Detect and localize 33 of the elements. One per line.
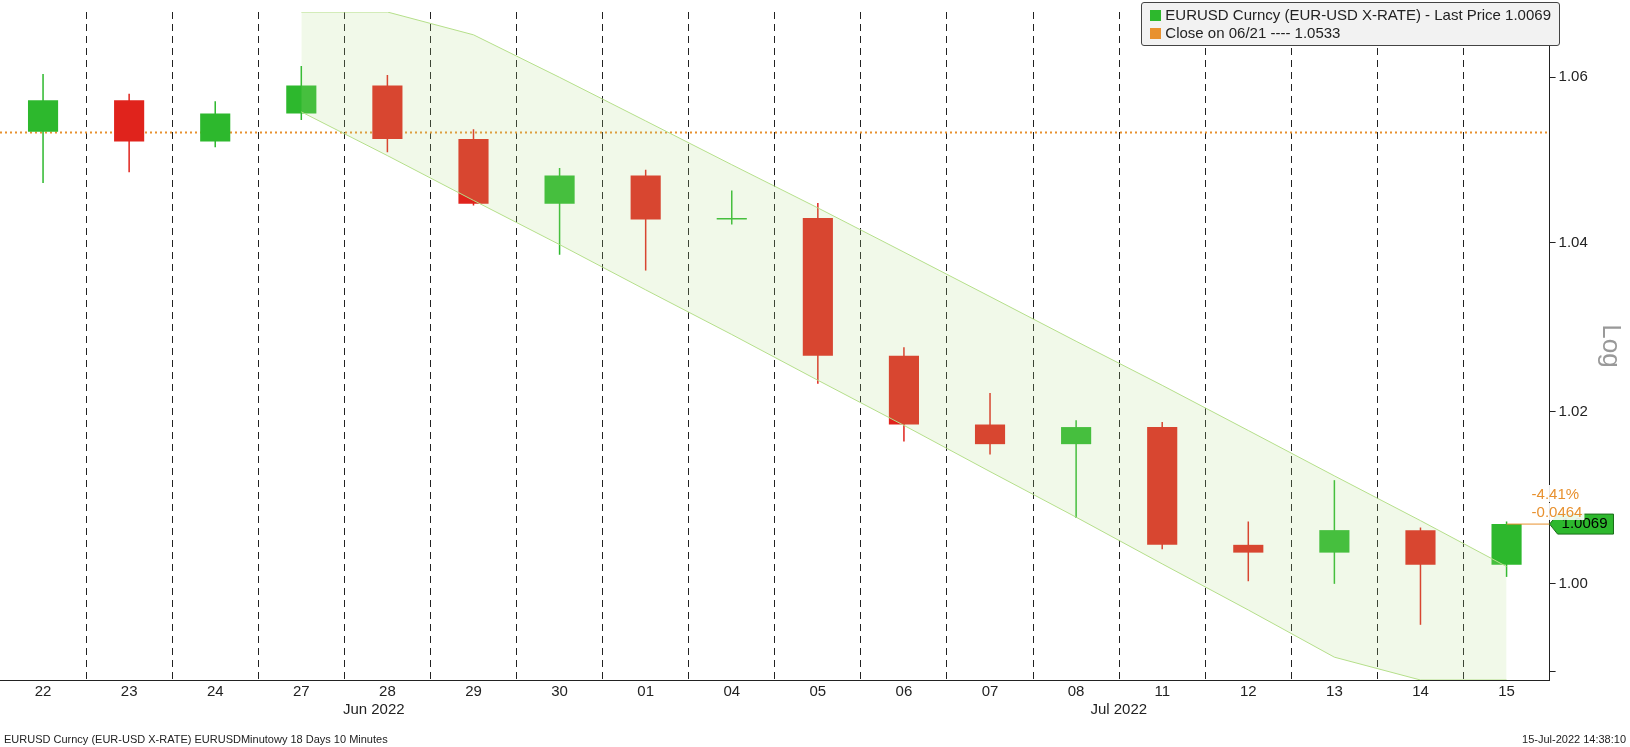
x-tick-label: 14 [1412,682,1429,700]
x-tick-label: 29 [465,682,482,700]
y-tick-label: 1.00 [1558,573,1588,591]
x-tick-label: 06 [895,682,913,700]
x-tick-label: 12 [1239,682,1257,700]
x-tick-label: 30 [551,682,568,700]
x-tick-label: 01 [637,682,655,700]
legend-label: Close on 06/21 ---- 1.0533 [1165,24,1341,42]
text: Jun 2022 [342,700,405,717]
x-tick-label: 08 [1067,682,1085,700]
text: EURUSD Curncy (EUR-USD X-RATE) EURUSDMinutowy 18 Days 10 Minutes [4,733,388,745]
x-tick-label: 11 [1154,682,1170,700]
x-tick-label: 15 [1498,682,1515,700]
y-axis-title: Log [1597,324,1628,368]
x-tick-label: 13 [1326,682,1343,700]
text: Jul 2022 [1090,700,1148,717]
y-tick-label: 1.02 [1558,401,1588,419]
y-tick-label: 1.04 [1558,233,1588,251]
candlestick [1233,520,1264,582]
legend-label: EURUSD Curncy (EUR-USD X-RATE) - Last Price 1.0069 [1165,6,1551,24]
x-tick-label: 24 [206,682,224,700]
y-tick-label: 1.06 [1558,67,1588,85]
x-tick-label: 05 [809,682,827,700]
x-tick-label: 28 [379,682,396,700]
annotation: -4.41% [1531,484,1580,502]
x-tick-label: 22 [34,682,52,700]
x-tick-label: 27 [292,682,310,700]
annotation: -0.0464 [1531,502,1583,520]
candlestick [716,189,747,226]
text: 15-Jul-2022 14:38:10 [1522,733,1626,745]
x-tick-label: 04 [723,682,741,700]
x-tick-label: 23 [120,682,138,700]
x-tick-label: 07 [981,682,999,700]
